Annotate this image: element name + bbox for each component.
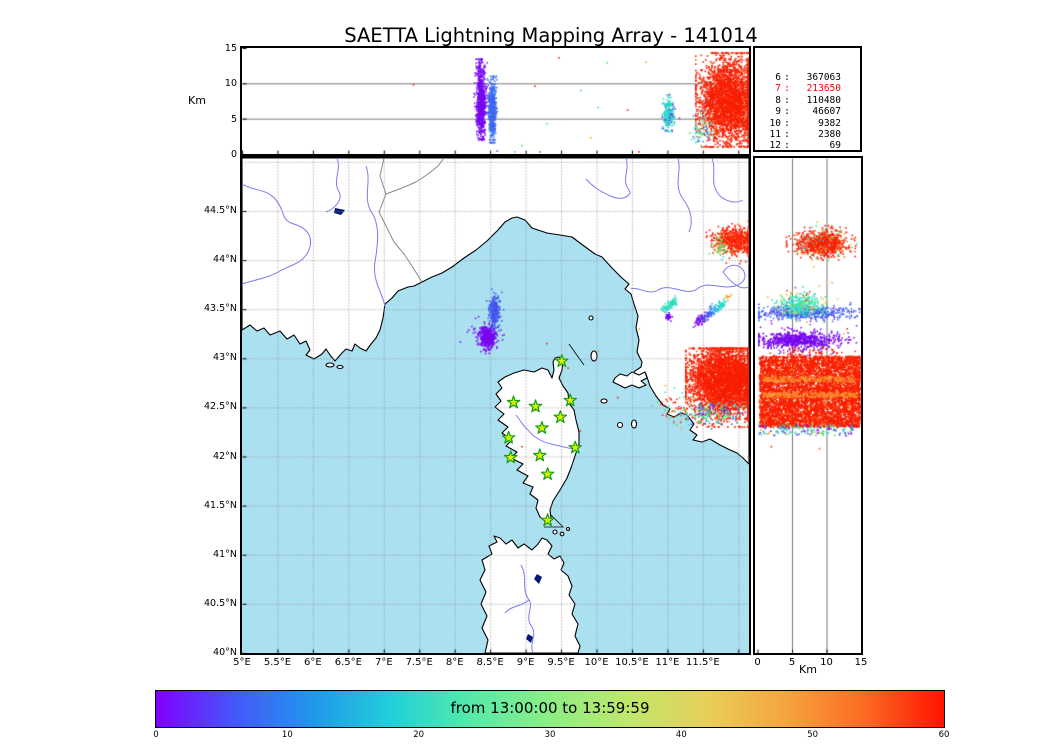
legend-level: 10 xyxy=(769,117,781,129)
right-panel-xtick: 0 xyxy=(754,657,761,668)
lma-station-star xyxy=(555,354,569,368)
colorbar-time-range-label: from 13:00:00 to 13:59:59 xyxy=(450,699,650,717)
colorbar-tick: 30 xyxy=(544,730,556,740)
top-panel-ytick: 15 xyxy=(224,43,237,54)
lma-station-star xyxy=(528,399,543,413)
right-panel-xlabel: Km xyxy=(799,663,817,676)
right-panel-xtick: 15 xyxy=(854,657,868,668)
colorbar-tick: 50 xyxy=(807,730,819,740)
time-colorbar: from 13:00:00 to 13:59:59 xyxy=(155,690,945,728)
map-lat-tick: 40°N xyxy=(213,646,237,658)
map-lat-tick: 41°N xyxy=(213,548,237,560)
map-lon-tick: 5.5°E xyxy=(263,657,292,668)
legend-row-level-9: 9:46607 xyxy=(755,106,860,117)
colorbar-tick: 40 xyxy=(675,730,687,740)
lma-station-star xyxy=(553,410,568,424)
altitude-latitude-scatter xyxy=(755,158,861,653)
lma-station-star xyxy=(540,513,555,527)
lma-station-star xyxy=(540,467,555,480)
legend-row-level-10: 10:9382 xyxy=(755,118,860,129)
map-lon-tick: 7°E xyxy=(374,657,393,668)
map-lat-tick: 42.5°N xyxy=(203,401,237,413)
legend-level: 7 xyxy=(775,83,781,95)
legend-level: 12 xyxy=(769,140,781,152)
lma-station-star xyxy=(503,450,518,464)
altitude-latitude-panel xyxy=(753,156,863,655)
map-lon-tick: 11.5°E xyxy=(686,657,720,668)
map-lat-tick: 40.5°N xyxy=(203,597,237,609)
legend-level: 11 xyxy=(769,129,781,141)
colorbar-tick: 60 xyxy=(938,730,950,740)
map-lat-tick: 44.5°N xyxy=(203,205,237,216)
colorbar-tick: 0 xyxy=(153,730,159,740)
map-lon-tick: 8.5°E xyxy=(476,657,504,668)
top-panel-ytick: 5 xyxy=(230,113,237,125)
legend-count: 9382 xyxy=(818,117,841,129)
lma-station-star xyxy=(501,430,516,444)
map-lon-tick: 7.5°E xyxy=(405,657,433,668)
map-lon-tick: 11°E xyxy=(655,657,680,668)
legend-count: 69 xyxy=(829,140,841,152)
map-lon-tick: 5°E xyxy=(233,657,251,668)
map-lon-tick: 9°E xyxy=(516,657,535,668)
legend-row-level-7: 7:213650 xyxy=(755,83,860,94)
map-lon-tick: 9.5°E xyxy=(547,657,575,668)
legend-row-level-8: 8:110480 xyxy=(755,95,860,106)
top-panel-ytick: 10 xyxy=(224,78,237,90)
map-scatter xyxy=(242,158,749,653)
right-panel-xtick: 5 xyxy=(788,657,796,668)
lma-station-star xyxy=(568,440,582,454)
map-lon-tick: 10.5°E xyxy=(615,657,649,668)
map-lat-tick: 42°N xyxy=(213,450,237,462)
map-lat-tick: 44°N xyxy=(213,254,237,266)
legend-count: 2380 xyxy=(818,129,841,141)
top-panel-ytick: 0 xyxy=(230,149,237,160)
lma-station-star xyxy=(506,395,521,409)
altitude-longitude-scatter xyxy=(242,48,749,154)
legend-row-level-12: 12:69 xyxy=(755,140,860,151)
map-lat-tick: 41.5°N xyxy=(203,499,237,511)
lma-station-star xyxy=(535,420,549,434)
station-stars-layer xyxy=(501,354,582,527)
lma-station-star xyxy=(533,448,547,462)
map-lon-tick: 6.5°E xyxy=(334,657,362,668)
colorbar-tick: 20 xyxy=(413,730,425,740)
map-panel xyxy=(240,156,751,655)
map-lon-tick: 10°E xyxy=(584,657,609,668)
legend-count: 367063 xyxy=(806,72,841,83)
map-lat-tick: 43.5°N xyxy=(203,303,237,315)
colorbar-tick: 10 xyxy=(281,730,293,740)
lma-station-star xyxy=(563,393,577,407)
legend-count: 110480 xyxy=(806,94,841,106)
legend-level: 9 xyxy=(775,106,781,118)
source-count-legend: 6:367063 7:213650 8:110480 9:46607 10:9382 11… xyxy=(753,46,862,152)
legend-row-level-6: 6:367063 xyxy=(755,72,860,83)
altitude-longitude-panel xyxy=(240,46,751,156)
map-lon-tick: 8°E xyxy=(445,657,464,668)
legend-count: 46607 xyxy=(812,106,841,118)
map-lat-tick: 43°N xyxy=(213,352,237,364)
legend-count: 213650 xyxy=(806,83,841,95)
legend-level: 6 xyxy=(775,72,781,83)
map-lon-tick: 6°E xyxy=(304,657,322,668)
top-panel-ylabel: Km xyxy=(188,94,206,107)
legend-level: 8 xyxy=(775,94,781,106)
figure-title: SAETTA Lightning Mapping Array - 141014 xyxy=(344,24,758,47)
right-panel-xtick: 10 xyxy=(820,657,833,668)
legend-row-level-11: 11:2380 xyxy=(755,129,860,140)
